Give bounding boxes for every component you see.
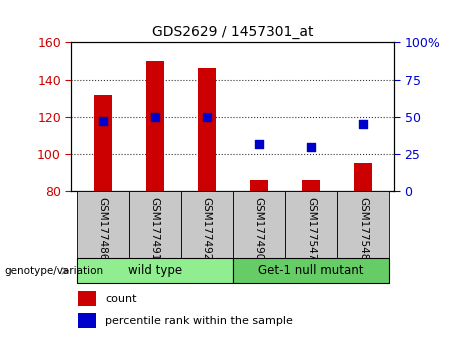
Point: [203, 114, 211, 120]
Bar: [181, 191, 233, 258]
Bar: [250, 180, 268, 191]
Bar: [233, 258, 389, 283]
Bar: [94, 95, 112, 191]
Bar: [77, 258, 233, 283]
Point: [307, 144, 314, 149]
Bar: [354, 163, 372, 191]
Title: GDS2629 / 1457301_at: GDS2629 / 1457301_at: [152, 25, 313, 39]
Text: wild type: wild type: [128, 264, 182, 277]
Bar: [285, 191, 337, 258]
Bar: [198, 69, 216, 191]
Bar: [146, 61, 164, 191]
Bar: [337, 191, 389, 258]
Text: GSM177548: GSM177548: [358, 196, 368, 260]
Text: GSM177486: GSM177486: [98, 196, 108, 260]
Bar: [129, 191, 181, 258]
Bar: [78, 313, 96, 328]
Text: GSM177491: GSM177491: [150, 196, 160, 260]
Point: [255, 141, 262, 147]
Text: GSM177547: GSM177547: [306, 196, 316, 260]
Text: GSM177492: GSM177492: [202, 196, 212, 260]
Text: Get-1 null mutant: Get-1 null mutant: [258, 264, 364, 277]
Text: percentile rank within the sample: percentile rank within the sample: [105, 316, 293, 326]
Bar: [233, 191, 285, 258]
Point: [99, 119, 106, 124]
Bar: [302, 180, 320, 191]
Point: [151, 114, 159, 120]
Bar: [77, 191, 129, 258]
Text: GSM177490: GSM177490: [254, 196, 264, 260]
Point: [359, 121, 366, 127]
Text: count: count: [105, 294, 137, 304]
Bar: [78, 291, 96, 306]
Text: genotype/variation: genotype/variation: [5, 266, 104, 276]
